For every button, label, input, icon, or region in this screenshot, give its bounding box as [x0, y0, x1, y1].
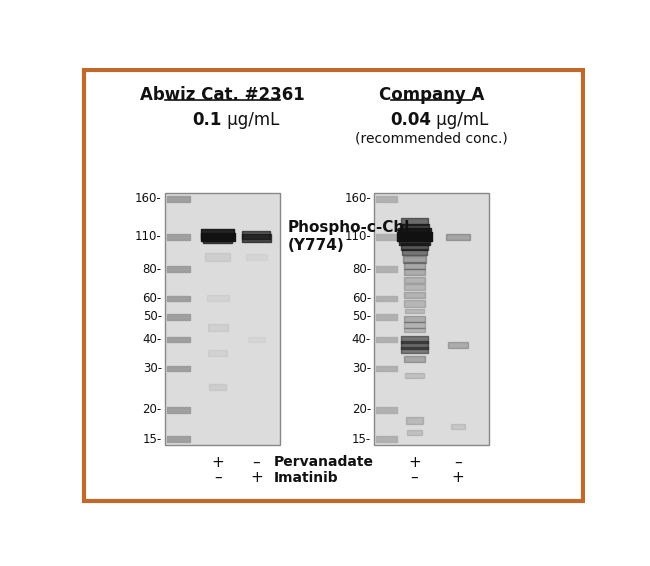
Text: 50-: 50-: [352, 310, 371, 323]
Text: 40-: 40-: [142, 333, 162, 346]
Text: 60-: 60-: [142, 292, 162, 305]
Text: 30-: 30-: [143, 362, 162, 375]
Text: 160-: 160-: [344, 192, 371, 205]
Text: 110-: 110-: [344, 230, 371, 243]
Text: 50-: 50-: [143, 310, 162, 323]
Text: 160-: 160-: [135, 192, 162, 205]
Text: 0.1: 0.1: [192, 111, 222, 129]
Text: –: –: [214, 470, 222, 485]
Text: Abwiz Cat. #2361: Abwiz Cat. #2361: [140, 87, 305, 104]
Text: 15-: 15-: [352, 432, 371, 445]
Text: 60-: 60-: [352, 292, 371, 305]
Text: +: +: [408, 454, 421, 470]
Text: 30-: 30-: [352, 362, 371, 375]
Text: 80-: 80-: [143, 263, 162, 276]
Text: 40-: 40-: [352, 333, 371, 346]
Text: +: +: [250, 470, 263, 485]
Text: (recommended conc.): (recommended conc.): [355, 131, 508, 145]
Text: 20-: 20-: [142, 404, 162, 417]
Text: 0.04: 0.04: [390, 111, 431, 129]
Text: 15-: 15-: [142, 432, 162, 445]
Text: Phospho-c-Cbl: Phospho-c-Cbl: [287, 220, 410, 235]
Text: Pervanadate: Pervanadate: [274, 455, 374, 469]
Text: 110-: 110-: [135, 230, 162, 243]
FancyBboxPatch shape: [165, 192, 280, 445]
FancyBboxPatch shape: [374, 192, 489, 445]
Text: μg/mL: μg/mL: [222, 111, 279, 129]
Text: –: –: [411, 470, 419, 485]
Text: Company A: Company A: [379, 87, 484, 104]
Text: +: +: [452, 470, 464, 485]
Text: 20-: 20-: [352, 404, 371, 417]
Text: (Y774): (Y774): [287, 238, 344, 254]
Text: 80-: 80-: [352, 263, 371, 276]
Text: +: +: [211, 454, 224, 470]
Text: –: –: [253, 454, 260, 470]
Text: μg/mL: μg/mL: [431, 111, 488, 129]
Text: –: –: [454, 454, 462, 470]
Text: Imatinib: Imatinib: [274, 470, 338, 484]
